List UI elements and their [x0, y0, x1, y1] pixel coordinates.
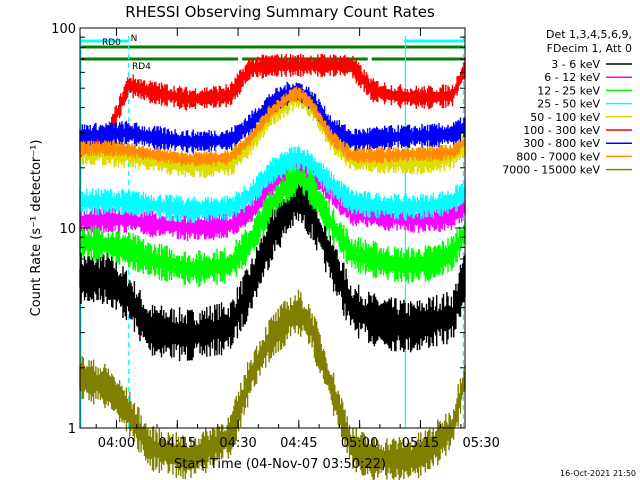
- x-tick-label-2: 04:30: [219, 436, 256, 451]
- legend-label-2: 12 - 25 keV: [537, 84, 600, 97]
- flag-label-rd0: RD0: [102, 38, 121, 48]
- footer-timestamp: 16-Oct-2021 21:50: [560, 469, 636, 478]
- legend-label-8: 7000 - 15000 keV: [502, 164, 600, 177]
- chart-title: RHESSI Observing Summary Count Rates: [125, 3, 435, 21]
- x-axis-label: Start Time (04-Nov-07 03:50:22): [174, 457, 386, 472]
- flag-label-n: N: [131, 34, 138, 44]
- legend-label-1: 6 - 12 keV: [544, 71, 600, 84]
- legend-label-0: 3 - 6 keV: [551, 58, 600, 71]
- flag-label-rd4: RD4: [132, 62, 151, 72]
- x-tick-label-5: 05:15: [402, 436, 439, 451]
- axes: 04:00 04:15 04:30 04:45 05:00 05:15 05:30 1 10 10…: [51, 22, 500, 451]
- y-tick-label-2: 100: [51, 22, 76, 37]
- y-tick-label-0: 1: [68, 422, 76, 437]
- legend: Det 1,3,4,5,6,9,FDecim 1, Att 0 3 - 6 keV…: [502, 28, 632, 177]
- x-tick-label-0: 04:00: [98, 436, 135, 451]
- legend-label-6: 300 - 800 keV: [523, 137, 600, 150]
- y-axis-label: Count Rate (s⁻¹ detector⁻¹): [29, 140, 44, 317]
- x-tick-label-6: 05:30: [462, 436, 499, 451]
- x-tick-label-3: 04:45: [280, 436, 317, 451]
- legend-header-0: Det 1,3,4,5,6,9,: [546, 28, 632, 41]
- x-tick-label-1: 04:15: [159, 436, 196, 451]
- legend-label-4: 50 - 100 keV: [530, 111, 600, 124]
- y-tick-label-1: 10: [59, 222, 76, 237]
- legend-label-3: 25 - 50 keV: [537, 98, 600, 111]
- legend-label-5: 100 - 300 keV: [523, 124, 600, 137]
- legend-header-1: FDecim 1, Att 0: [547, 42, 632, 55]
- legend-label-7: 800 - 7000 keV: [516, 150, 600, 163]
- x-tick-label-4: 05:00: [341, 436, 378, 451]
